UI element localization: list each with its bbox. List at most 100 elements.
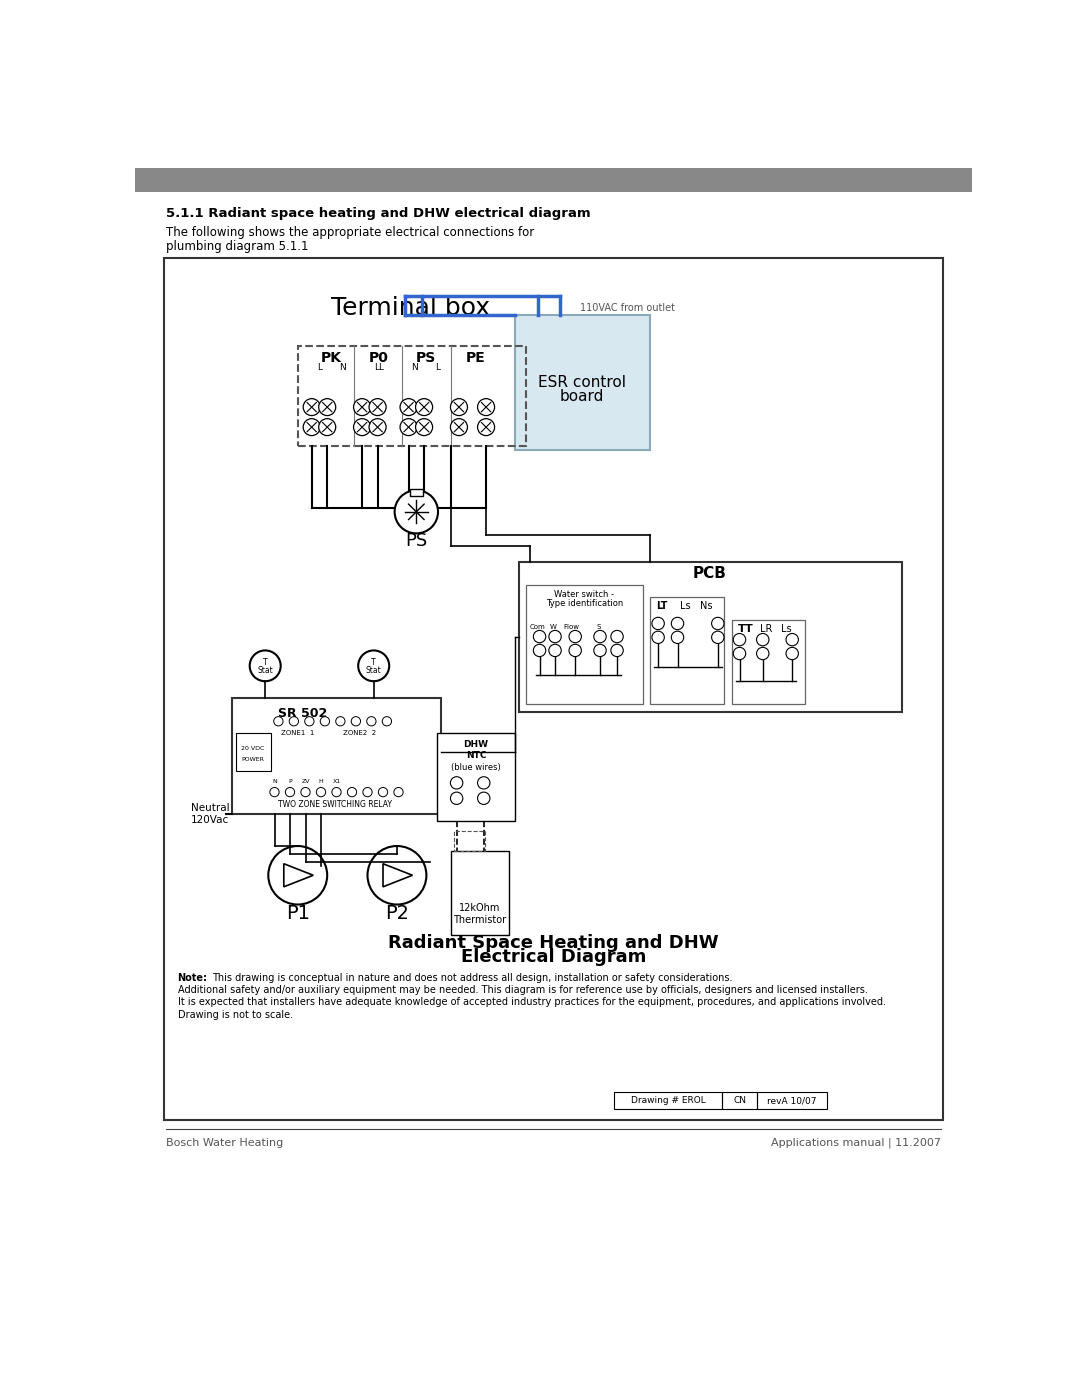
Text: PK: PK (321, 351, 341, 365)
Circle shape (594, 644, 606, 657)
Text: ZONE2  2: ZONE2 2 (343, 729, 376, 736)
Circle shape (757, 647, 769, 659)
Text: Terminal box: Terminal box (330, 296, 489, 320)
Circle shape (305, 717, 314, 726)
Circle shape (394, 490, 438, 534)
Text: Radiant Space Heating and DHW: Radiant Space Heating and DHW (388, 935, 719, 951)
Bar (164, 257, 943, 1120)
Circle shape (712, 617, 724, 630)
Text: SR 502: SR 502 (279, 707, 327, 719)
Text: W: W (550, 624, 557, 630)
Text: Drawing # EROL: Drawing # EROL (631, 1097, 705, 1105)
Text: Bosch Water Heating: Bosch Water Heating (166, 1139, 283, 1148)
Circle shape (477, 777, 490, 789)
Text: Water switch -: Water switch - (554, 590, 615, 599)
Circle shape (477, 419, 495, 436)
Bar (235, 733, 271, 771)
Bar (526, 585, 643, 704)
Circle shape (301, 788, 310, 796)
Text: H: H (319, 780, 323, 784)
Text: This drawing is conceptual in nature and does not address all design, installati: This drawing is conceptual in nature and… (213, 972, 733, 982)
Circle shape (348, 788, 356, 796)
Text: Note:: Note: (177, 972, 207, 982)
Circle shape (652, 617, 664, 630)
Circle shape (249, 651, 281, 682)
Circle shape (652, 631, 664, 644)
Circle shape (400, 398, 417, 415)
Text: Ls: Ls (680, 601, 690, 610)
Text: Flow: Flow (564, 624, 579, 630)
Text: P2: P2 (384, 904, 409, 923)
Circle shape (353, 398, 370, 415)
Circle shape (477, 398, 495, 415)
Bar (732, 620, 806, 704)
Circle shape (786, 647, 798, 659)
Bar (723, 1092, 757, 1109)
Text: 5.1.1 Radiant space heating and DHW electrical diagram: 5.1.1 Radiant space heating and DHW elec… (166, 207, 591, 219)
Text: It is expected that installers have adequate knowledge of accepted industry prac: It is expected that installers have adeq… (177, 997, 886, 1007)
Circle shape (672, 631, 684, 644)
Text: 110VAC from outlet: 110VAC from outlet (580, 303, 675, 313)
Circle shape (450, 777, 463, 789)
Bar (135, 168, 972, 193)
Text: S: S (596, 624, 600, 630)
Text: Electrical Diagram: Electrical Diagram (461, 949, 646, 965)
Text: Neutral: Neutral (191, 803, 229, 813)
Circle shape (319, 419, 336, 436)
Text: L: L (435, 363, 440, 373)
Text: plumbing diagram 5.1.1: plumbing diagram 5.1.1 (166, 240, 309, 253)
Circle shape (316, 788, 326, 796)
Bar (613, 1092, 723, 1109)
Circle shape (450, 398, 468, 415)
Text: TWO ZONE SWITCHING RELAY: TWO ZONE SWITCHING RELAY (279, 800, 392, 809)
Circle shape (549, 644, 562, 657)
Text: T: T (262, 658, 268, 668)
Circle shape (378, 788, 388, 796)
Text: Thermistor: Thermistor (454, 915, 507, 925)
Circle shape (382, 717, 392, 726)
Circle shape (549, 630, 562, 643)
Text: board: board (561, 388, 605, 404)
Text: N: N (410, 363, 417, 373)
Circle shape (359, 651, 389, 682)
Text: ESR control: ESR control (538, 374, 626, 390)
Circle shape (336, 717, 345, 726)
Circle shape (416, 419, 433, 436)
Text: PS: PS (405, 532, 428, 550)
Circle shape (369, 398, 387, 415)
Text: DHW: DHW (463, 740, 488, 749)
Text: | 33: | 33 (958, 173, 984, 186)
Bar (298, 346, 526, 447)
Bar (757, 1092, 827, 1109)
Text: N: N (339, 363, 346, 373)
Text: Ls: Ls (781, 624, 792, 634)
Circle shape (353, 419, 370, 436)
Circle shape (450, 419, 468, 436)
Text: LT: LT (657, 601, 667, 610)
Text: Additional safety and/or auxiliary equipment may be needed. This diagram is for : Additional safety and/or auxiliary equip… (177, 985, 867, 995)
Text: L: L (316, 363, 322, 373)
Text: Com: Com (529, 624, 545, 630)
Text: P1: P1 (286, 904, 310, 923)
Circle shape (786, 633, 798, 645)
Text: ZONE1  1: ZONE1 1 (281, 729, 314, 736)
Text: Type identification: Type identification (545, 599, 623, 608)
Bar (650, 597, 724, 704)
Text: CN: CN (733, 1097, 746, 1105)
Circle shape (400, 419, 417, 436)
Text: Applications manual | 11.2007: Applications manual | 11.2007 (771, 1139, 941, 1148)
Text: PE: PE (467, 351, 486, 365)
Text: Stat: Stat (366, 666, 381, 675)
Text: LL: LL (374, 363, 384, 373)
Bar (518, 562, 902, 712)
Circle shape (268, 847, 327, 904)
Text: Drawing is not to scale.: Drawing is not to scale. (177, 1010, 293, 1020)
Bar (455, 831, 485, 851)
Bar (232, 698, 441, 813)
Text: PCB: PCB (693, 566, 727, 581)
Circle shape (367, 717, 376, 726)
Circle shape (672, 617, 684, 630)
Circle shape (289, 717, 298, 726)
Text: N: N (272, 780, 276, 784)
Circle shape (270, 788, 279, 796)
